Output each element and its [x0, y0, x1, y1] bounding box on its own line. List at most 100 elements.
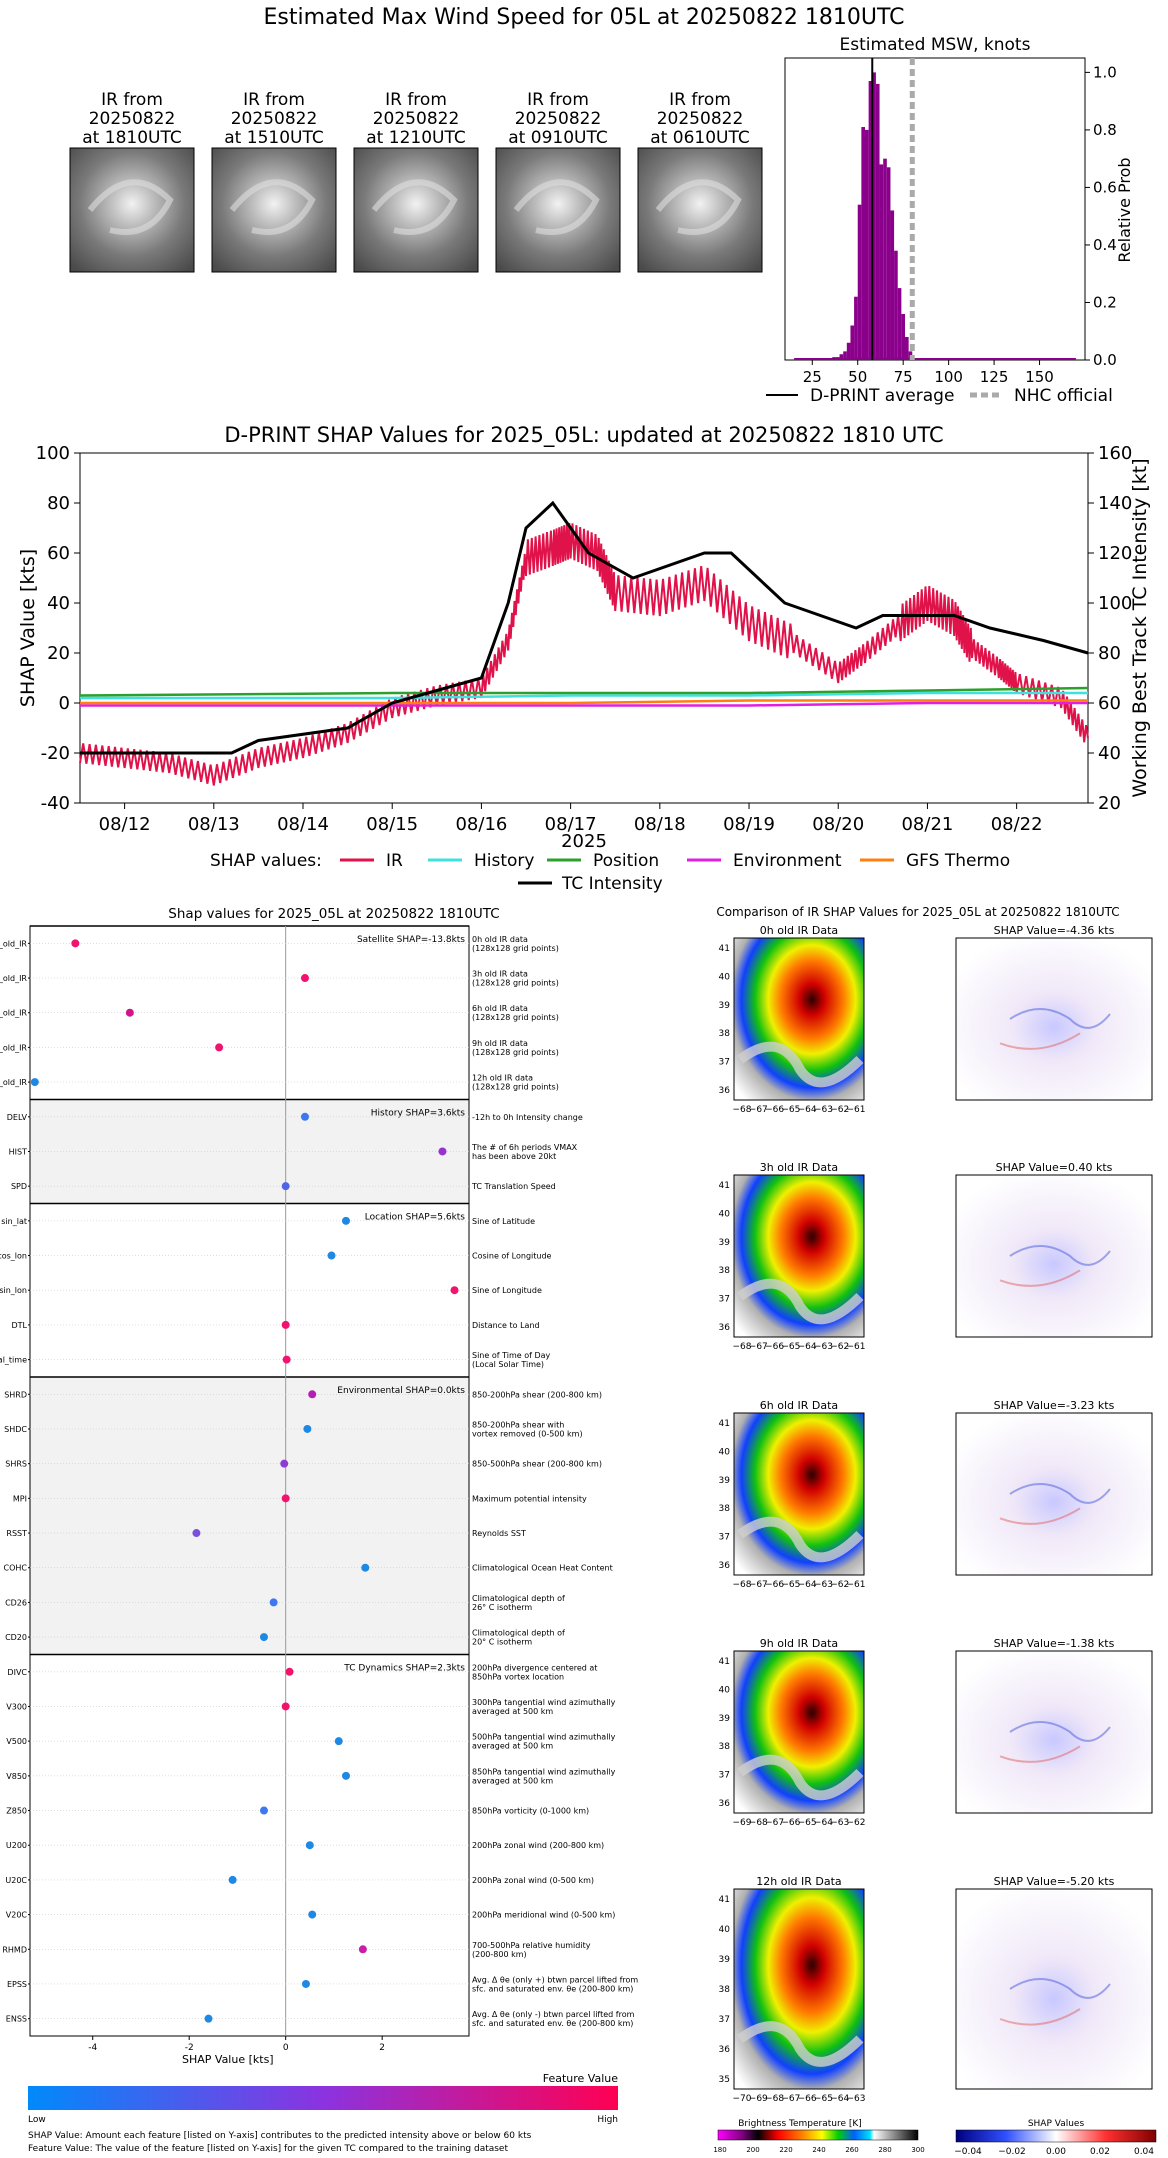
- feature-description: Avg. Δ θe (only +) btwn parcel lifted fr…: [472, 1975, 638, 1984]
- feature-dot: [300, 1112, 309, 1121]
- feature-name: RHMD: [2, 1945, 27, 1954]
- bt-colorbar-title: Brightness Temperature [K]: [738, 2119, 862, 2129]
- lon-tick-label: −65: [814, 2094, 833, 2104]
- y2-tick-label: 60: [1098, 693, 1121, 714]
- feature-dot: [281, 1320, 290, 1329]
- shap-colorbar: [955, 2129, 1157, 2143]
- feature-description: has been above 20kt: [472, 1152, 556, 1161]
- feature-description: -12h to 0h Intensity change: [472, 1113, 583, 1122]
- lon-tick-label: −62: [830, 1342, 849, 1352]
- feature-dot: [285, 1667, 294, 1676]
- histogram-bar: [897, 288, 902, 360]
- legend-label: IR: [386, 851, 403, 871]
- feature-name: sin_lat: [1, 1217, 27, 1226]
- lon-tick-label: −62: [830, 1580, 849, 1590]
- lat-tick-label: 37: [719, 1533, 730, 1543]
- ir-thumbnail-image: [637, 147, 763, 273]
- shap-pattern: [1009, 1008, 1111, 1029]
- shap-pattern: [1009, 1978, 1111, 1999]
- histogram-bar: [843, 351, 847, 360]
- feature-name: SHDC: [4, 1425, 27, 1434]
- lon-tick-label: −63: [814, 1580, 833, 1590]
- thumbnail-label: IR from: [243, 90, 305, 110]
- lon-tick-label: −64: [798, 1580, 817, 1590]
- lon-tick-label: −69: [749, 2094, 768, 2104]
- y-axis-label: Relative Prob: [1115, 157, 1134, 262]
- x-tick-label: 08/12: [99, 814, 151, 835]
- footnote: SHAP Value: Amount each feature [listed …: [28, 2131, 532, 2141]
- y-axis-label: SHAP Value [kts]: [17, 549, 39, 707]
- cloud-band: [87, 179, 174, 235]
- lat-tick-label: 41: [719, 1895, 730, 1905]
- lon-tick-label: −65: [781, 1580, 800, 1590]
- lon-tick-label: −68: [733, 1580, 752, 1590]
- feature-description: (128x128 grid points): [472, 1013, 559, 1022]
- histogram-bar: [865, 129, 869, 360]
- msw-histogram: Estimated MSW, knots 25 50 75 100 125 150 0.0 0.…: [766, 35, 1134, 406]
- y2-tick-label: 40: [1098, 743, 1121, 764]
- feature-name: ENSS: [6, 2015, 27, 2024]
- histogram-bar: [850, 325, 855, 360]
- y-tick-label: -20: [41, 743, 70, 764]
- lon-tick-label: −64: [830, 2094, 849, 2104]
- ir-panel-title: 9h old IR Data: [760, 1637, 838, 1650]
- feature-name: 0h_old_IR: [0, 939, 27, 948]
- feature-description: (128x128 grid points): [472, 1083, 559, 1092]
- lon-tick-label: −65: [781, 1342, 800, 1352]
- bt-tick-label: 260: [845, 2146, 858, 2154]
- ir-cloud-band: [737, 1041, 864, 1088]
- feature-description: TC Translation Speed: [471, 1182, 556, 1191]
- x-tick-label: 08/19: [723, 814, 775, 835]
- shap-tick-label: −0.02: [998, 2147, 1026, 2157]
- shap-pattern: [1009, 1245, 1111, 1266]
- feature-description: Sine of Latitude: [472, 1217, 535, 1226]
- shap-pattern: [999, 1269, 1081, 1287]
- legend-avg-label: D-PRINT average: [810, 386, 954, 406]
- feature-description: averaged at 500 km: [472, 1776, 553, 1785]
- x-axis-label: 2025: [561, 831, 607, 852]
- lon-tick-label: −62: [847, 1818, 866, 1828]
- lon-tick-label: −67: [749, 1342, 768, 1352]
- colorbar-low-label: Low: [28, 2115, 46, 2125]
- colorbar-title: Feature Value: [543, 2072, 619, 2085]
- lat-tick-label: 37: [719, 1295, 730, 1305]
- lat-tick-label: 36: [719, 1086, 731, 1096]
- histogram-bar: [894, 250, 898, 360]
- feature-name: V300: [6, 1702, 27, 1711]
- thumbnail-label: at 0610UTC: [650, 128, 749, 148]
- feature-name: SPD: [11, 1182, 27, 1191]
- ir-panel-title: 6h old IR Data: [760, 1399, 838, 1412]
- shap-tick-label: −0.04: [954, 2147, 982, 2157]
- lon-tick-label: −68: [765, 2094, 784, 2104]
- feature-name: DELV: [7, 1113, 28, 1122]
- series-line-ir: [79, 522, 1089, 786]
- shap-pattern: [999, 1745, 1081, 1763]
- lon-tick-label: −67: [749, 1580, 768, 1590]
- lon-tick-label: −68: [749, 1818, 768, 1828]
- feature-dot: [341, 1771, 350, 1780]
- feature-description: Climatological depth of: [472, 1629, 565, 1638]
- feature-name: HIST: [9, 1147, 27, 1156]
- feature-description: averaged at 500 km: [472, 1707, 553, 1716]
- lat-tick-label: 38: [719, 1742, 731, 1752]
- feature-dot: [334, 1737, 343, 1746]
- histogram-bar: [861, 127, 865, 361]
- shap-panel-title: SHAP Value=-3.23 kts: [994, 1399, 1115, 1412]
- y2-tick-label: 80: [1098, 643, 1121, 664]
- feature-dot: [281, 1494, 290, 1503]
- shap-panel-title: SHAP Value=-1.38 kts: [994, 1637, 1115, 1650]
- lon-tick-label: −63: [814, 1342, 833, 1352]
- histogram-bar: [854, 296, 858, 360]
- feature-name: Z850: [6, 1807, 27, 1816]
- feature-dot: [361, 1563, 370, 1572]
- series-line-tc-intensity: [80, 500, 1089, 755]
- lon-tick-label: −66: [765, 1342, 784, 1352]
- group-label: Environmental SHAP=0.0kts: [337, 1386, 465, 1396]
- feature-name: V20C: [6, 1911, 28, 1920]
- feature-dot: [327, 1251, 336, 1260]
- feature-description: Sine of Time of Day: [472, 1351, 551, 1360]
- feature-description: (128x128 grid points): [472, 1048, 559, 1057]
- thumbnail-label: 20250822: [657, 109, 744, 129]
- feature-description: (128x128 grid points): [472, 944, 559, 953]
- feature-dot: [308, 1390, 317, 1399]
